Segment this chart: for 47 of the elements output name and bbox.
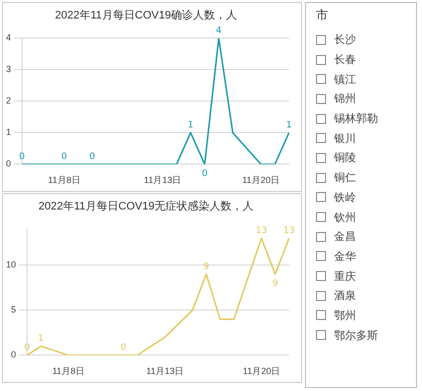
text: 金昌 [334,229,356,244]
text: 鄂尔多斯 [334,328,378,343]
text: 铜仁 [334,170,356,186]
text: 长春 [334,52,356,68]
y-tick-label: 1 [6,127,12,138]
x-tick-label: 11月13日 [144,175,182,186]
y-tick-label: 10 [6,260,16,270]
data-label: 0 [202,169,208,180]
text: 重庆 [334,268,356,284]
y-tick-label: 3 [6,64,12,74]
data-label: 1 [188,120,194,131]
data-label: 0 [19,152,26,162]
text: 长沙 [334,32,356,48]
data-label: 1 [286,120,292,131]
y-tick-label: 0 [6,158,12,169]
text: 铜陵 [334,150,356,166]
text: 金华 [334,248,356,264]
x-tick-label: 11月20日 [242,175,280,186]
text: 钦州 [334,210,356,225]
data-label: 1 [38,334,44,344]
text: 镇江 [334,72,356,87]
y-tick-label: 5 [10,304,16,315]
x-tick-label: 11月8日 [52,366,85,376]
y-tick-label: 0 [10,350,16,360]
data-label: 0 [89,152,96,162]
text: 鄂州 [334,308,356,323]
data-label: 13 [256,226,268,236]
text: 银川 [334,130,356,146]
x-tick-label: 11月8日 [48,175,80,186]
text: 铁岭 [334,190,356,205]
text: 锡林郭勒 [334,111,378,126]
data-label: 9 [272,279,278,290]
data-label: 0 [61,152,68,162]
data-label: 4 [216,26,222,36]
y-tick-label: 4 [6,32,12,43]
data-label: 13 [283,226,295,236]
data-label: 0 [24,343,30,354]
text: 酒泉 [334,288,356,304]
chart-title: 2022年11月每日COV19无症状感染人数，人 [38,200,254,213]
x-tick-label: 11月13日 [146,366,184,376]
text: 市 [315,7,329,24]
y-tick-label: 2 [6,96,12,106]
text: 锦州 [334,91,356,106]
data-label: 9 [203,262,210,272]
data-label: 0 [120,343,127,354]
chart-title: 2022年11月每日COV19确诊人数，人 [55,10,237,22]
x-tick-label: 11月20日 [242,366,280,376]
